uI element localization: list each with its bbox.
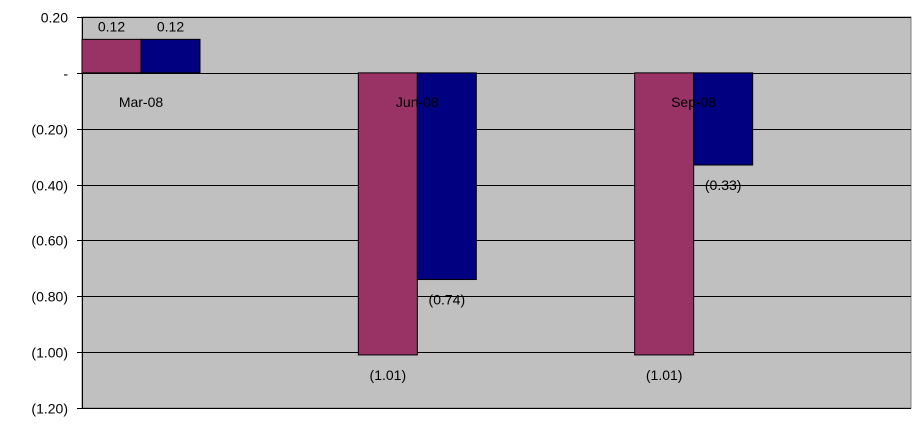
- bar: [140, 38, 201, 74]
- y-tick-label: (1.20): [31, 401, 68, 417]
- data-label: (0.33): [705, 177, 742, 193]
- y-tick-label: 0.20: [41, 10, 68, 26]
- y-tick-label: (0.40): [31, 178, 68, 194]
- data-label: (1.01): [370, 367, 407, 383]
- category-label: Mar-08: [119, 94, 164, 110]
- y-tick-label: (0.20): [31, 122, 68, 138]
- plot-area: [81, 16, 912, 409]
- data-label: 0.12: [157, 18, 184, 34]
- y-tick-label: -: [63, 66, 68, 82]
- bar: [81, 38, 142, 74]
- data-label: (0.74): [429, 292, 466, 308]
- y-tick-label: (1.00): [31, 345, 68, 361]
- bar: [416, 72, 477, 281]
- category-label: Jun-08: [396, 94, 439, 110]
- y-tick-label: (0.80): [31, 289, 68, 305]
- category-label: Sep-08: [671, 94, 716, 110]
- data-label: 0.12: [98, 18, 125, 34]
- bar: [357, 72, 418, 356]
- bar: [634, 72, 695, 356]
- y-tick-label: (0.60): [31, 233, 68, 249]
- bar: [693, 72, 754, 166]
- data-label: (1.01): [646, 367, 683, 383]
